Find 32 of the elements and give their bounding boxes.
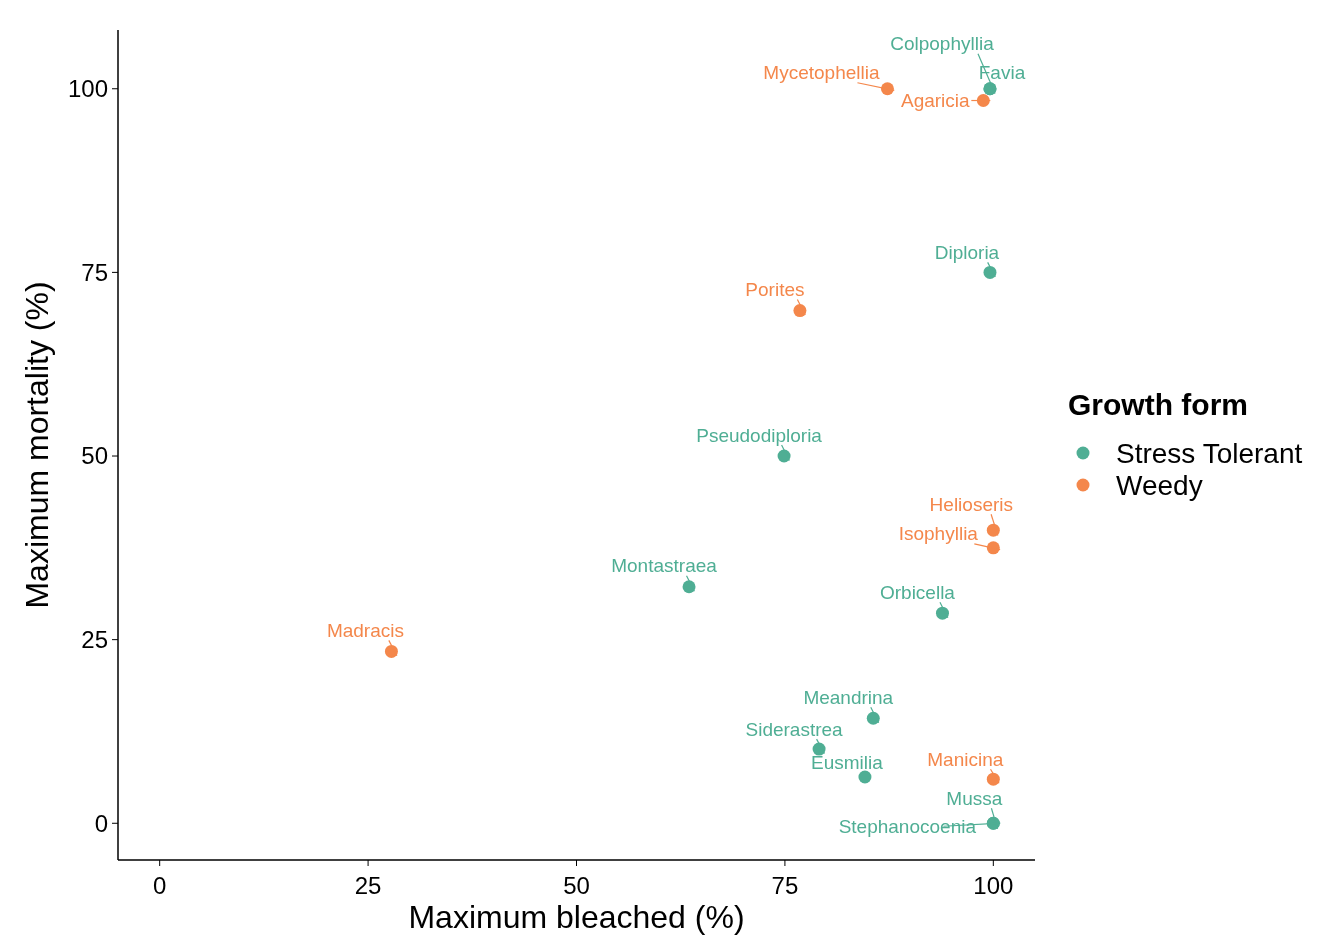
- annotation: Meandrina: [803, 686, 894, 708]
- legend-label: Stress Tolerant: [1116, 437, 1303, 469]
- y-tick-label: 50: [81, 442, 108, 470]
- x-tick-label: 75: [771, 872, 799, 899]
- annotation: Mycetophellia: [763, 62, 880, 84]
- annotation: Siderastrea: [745, 718, 844, 740]
- annotation: Madracis: [326, 620, 404, 642]
- annotation: Manicina: [927, 748, 1004, 770]
- y-tick-label: 75: [81, 258, 108, 286]
- annotation: Helioseris: [929, 493, 1014, 515]
- x-axis-title: Maximum bleached (%): [408, 899, 745, 935]
- x-tick-label: 100: [973, 872, 1014, 899]
- annotation: Diploria: [934, 242, 1000, 264]
- annotation: Isophyllia: [898, 523, 979, 545]
- annotation: Agaricia: [900, 90, 971, 112]
- y-tick-label: 0: [94, 809, 108, 837]
- legend-title: Growth form: [1068, 388, 1248, 421]
- annotation: Eusmilia: [811, 751, 884, 773]
- annotation: Mussa: [946, 787, 1003, 809]
- annotation: Orbicella: [879, 581, 956, 603]
- x-tick-label: 50: [563, 872, 590, 899]
- legend-label: Weedy: [1116, 469, 1203, 501]
- annotation: Colpophyllia: [890, 33, 995, 55]
- annotation: Porites: [745, 279, 805, 301]
- x-tick-label: 0: [153, 872, 167, 899]
- y-tick-label: 100: [67, 75, 108, 103]
- annotation: Pseudodiploria: [696, 424, 823, 446]
- annotation: Stephanocoenia: [838, 815, 977, 837]
- y-tick-label: 25: [81, 626, 108, 654]
- y-axis-title: Maximum mortality (%): [19, 281, 55, 609]
- x-tick-label: 25: [354, 872, 382, 899]
- annotation: Montastraea: [611, 555, 718, 577]
